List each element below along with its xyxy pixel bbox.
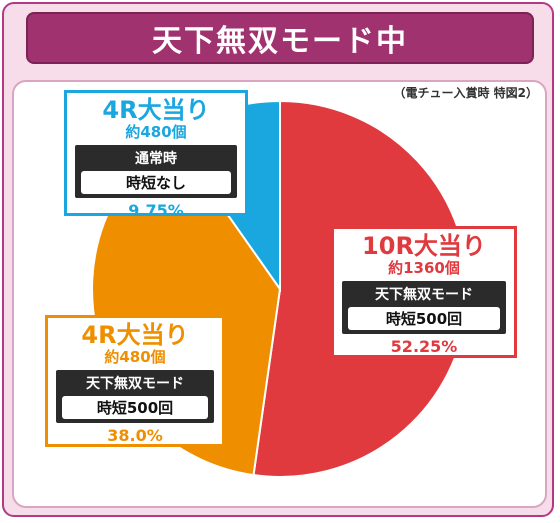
slice-mode: 天下無双モード 時短500回	[342, 281, 506, 334]
slice-percent: 9.75%	[128, 201, 184, 220]
slice-jitan: 時短なし	[81, 171, 231, 194]
slice-mode: 天下無双モード 時短500回	[56, 370, 214, 423]
slice-jitan: 時短500回	[348, 307, 500, 330]
slice-box-4r-tenka: 4R大当り 約480個 天下無双モード 時短500回 38.0%	[45, 315, 225, 447]
slice-mode-label: 通常時	[135, 151, 177, 167]
slice-box-4r-normal: 4R大当り 約480個 通常時 時短なし 9.75%	[64, 90, 248, 220]
slice-percent: 38.0%	[107, 426, 163, 445]
slice-box-10r: 10R大当り 約1360個 天下無双モード 時短500回 52.25%	[331, 226, 517, 358]
slice-jitan: 時短500回	[62, 396, 208, 419]
condition-note: （電チュー入賞時 特図2）	[393, 86, 538, 100]
slice-name: 4R大当り	[102, 96, 210, 124]
slice-mode: 通常時 時短なし	[75, 145, 237, 198]
slice-count: 約480個	[125, 123, 187, 141]
slice-name: 10R大当り	[362, 232, 486, 260]
slice-count: 約1360個	[388, 259, 460, 277]
page-title: 天下無双モード中	[26, 12, 534, 64]
slice-mode-label: 天下無双モード	[375, 287, 473, 303]
slice-name: 4R大当り	[81, 321, 189, 349]
slice-count: 約480個	[104, 348, 166, 366]
slice-percent: 52.25%	[390, 337, 458, 356]
slice-mode-label: 天下無双モード	[86, 376, 184, 392]
